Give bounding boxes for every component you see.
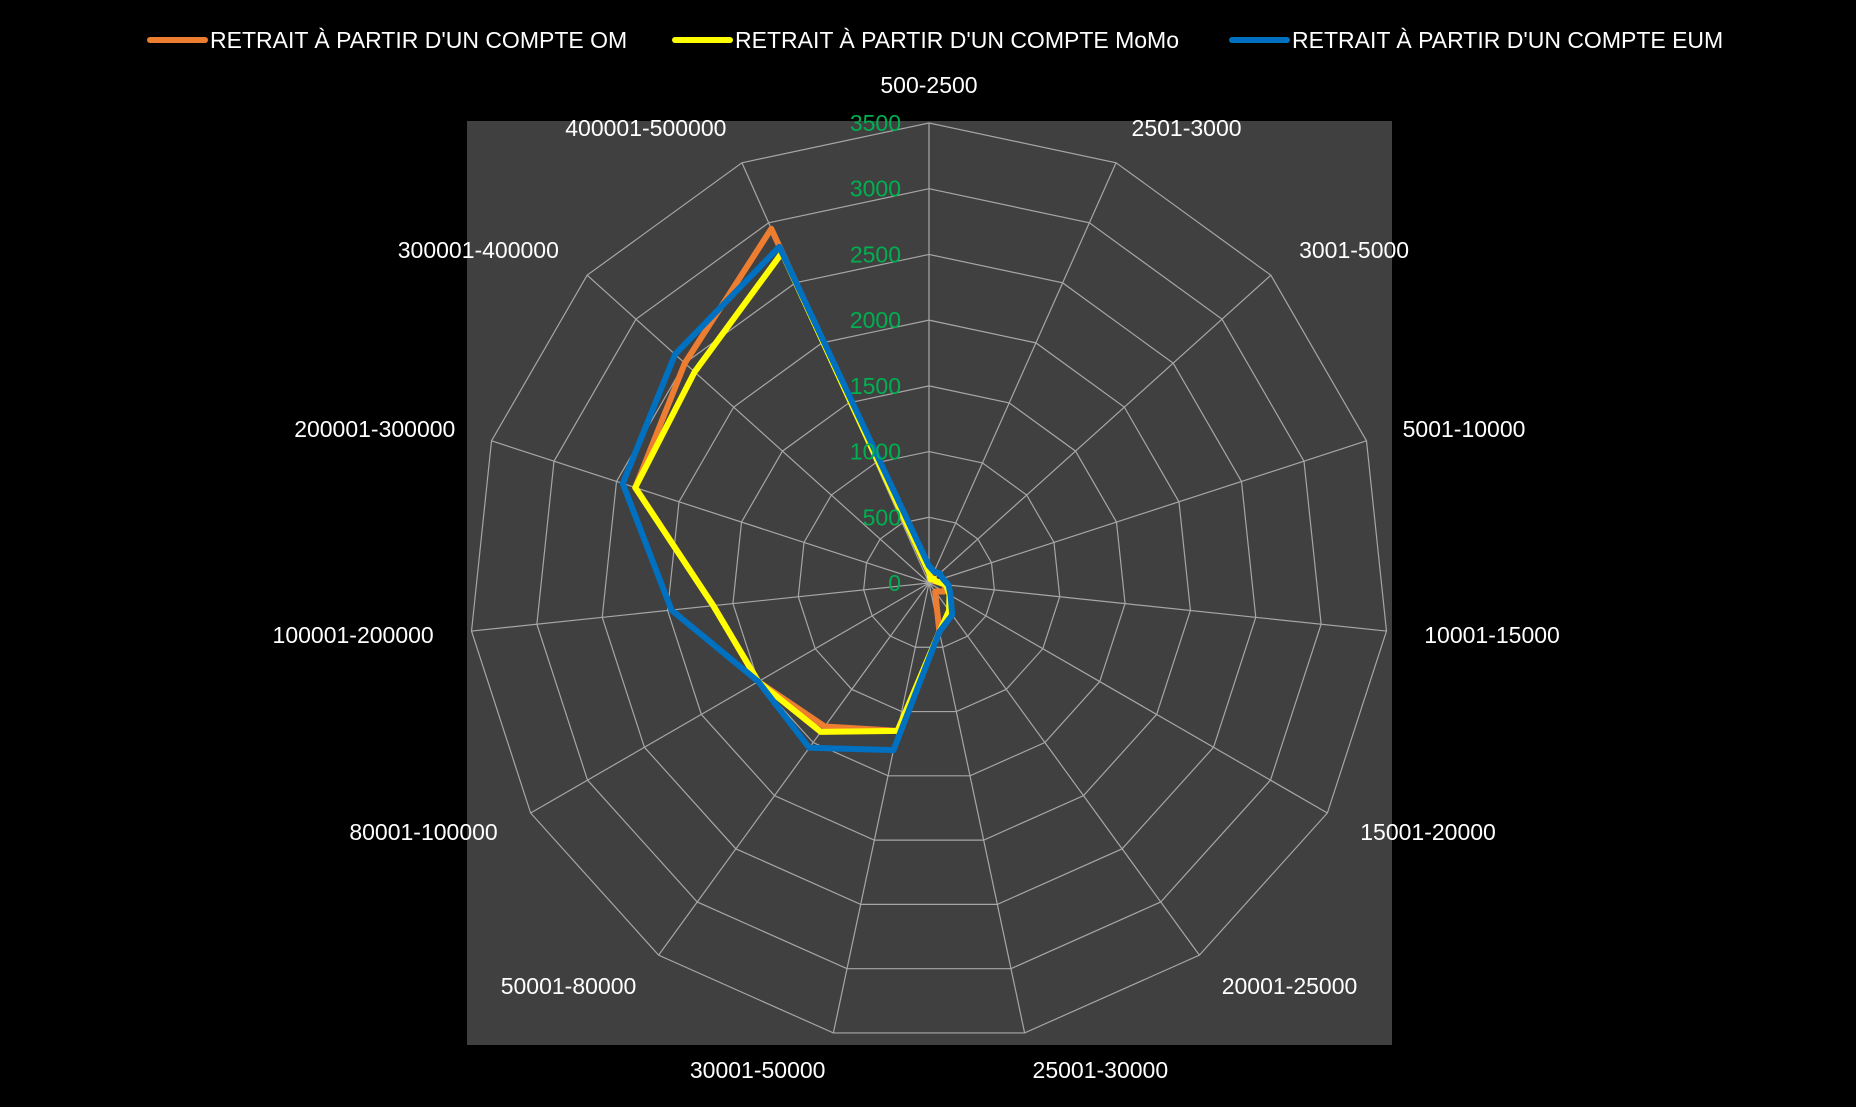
grid-layer bbox=[470, 122, 1388, 1034]
series-2-point-6 bbox=[949, 612, 955, 618]
spoke-10 bbox=[530, 582, 930, 814]
spoke-1 bbox=[928, 162, 1117, 584]
series-2-point-7 bbox=[936, 629, 942, 635]
spoke-11 bbox=[471, 582, 930, 632]
category-label-2: 3001-5000 bbox=[1299, 237, 1409, 263]
series-1-point-12 bbox=[632, 485, 638, 491]
radial-tick-label-1500: 1500 bbox=[850, 373, 901, 399]
radial-tick-label-500: 500 bbox=[863, 504, 901, 530]
grid-ring-3500 bbox=[470, 122, 1388, 1034]
category-label-8: 30001-50000 bbox=[690, 1057, 826, 1083]
category-label-12: 200001-300000 bbox=[294, 416, 455, 442]
grid-ring-3000 bbox=[536, 188, 1322, 970]
spoke-6 bbox=[928, 582, 1200, 956]
spoke-3 bbox=[928, 440, 1367, 584]
series-2-point-1 bbox=[931, 569, 937, 575]
series-2-point-9 bbox=[806, 745, 812, 751]
grid-ring-1000 bbox=[797, 450, 1061, 713]
series-2-point-4 bbox=[946, 582, 952, 588]
series-2-point-11 bbox=[669, 607, 675, 613]
category-label-11: 100001-200000 bbox=[273, 622, 434, 648]
series-0-point-13 bbox=[682, 360, 688, 366]
category-label-10: 80001-100000 bbox=[349, 819, 497, 845]
series-2-point-12 bbox=[620, 480, 626, 486]
category-label-3: 5001-10000 bbox=[1403, 416, 1526, 442]
legend: RETRAIT À PARTIR D'UN COMPTE OM RETRAIT À… bbox=[147, 27, 1723, 53]
grid-ring-500 bbox=[863, 516, 995, 648]
series-layer bbox=[619, 225, 956, 754]
spoke-4 bbox=[928, 582, 1387, 632]
tick-layer: 0 500 1000 1500 2000 2500 3000 3500 bbox=[850, 110, 901, 596]
series-2-point-13 bbox=[672, 351, 678, 357]
series-2-point-5 bbox=[948, 592, 954, 598]
radial-tick-label-3000: 3000 bbox=[850, 176, 901, 202]
spoke-9 bbox=[658, 582, 930, 956]
radial-tick-label-2000: 2000 bbox=[850, 307, 901, 333]
grid-ring-2000 bbox=[666, 319, 1192, 841]
category-label-1: 2501-3000 bbox=[1132, 115, 1242, 141]
series-1-point-9 bbox=[818, 729, 824, 735]
series-0-point-14 bbox=[768, 226, 774, 232]
category-label-14: 400001-500000 bbox=[565, 115, 726, 141]
series-2-point-3 bbox=[940, 576, 946, 582]
series-2-point-0 bbox=[926, 563, 932, 569]
series-2-point-2 bbox=[937, 570, 943, 576]
category-label-6: 20001-25000 bbox=[1222, 973, 1358, 999]
series-0-point-6 bbox=[932, 589, 938, 595]
series-2-point-8 bbox=[890, 747, 896, 753]
category-label-7: 25001-30000 bbox=[1033, 1057, 1169, 1083]
category-label-9: 50001-80000 bbox=[501, 973, 637, 999]
radial-tick-label-1000: 1000 bbox=[850, 439, 901, 465]
series-2-point-10 bbox=[755, 679, 761, 685]
series-1-point-13 bbox=[692, 369, 698, 375]
legend-label-0: RETRAIT À PARTIR D'UN COMPTE OM bbox=[210, 27, 627, 53]
radial-tick-label-2500: 2500 bbox=[850, 241, 901, 267]
spoke-8 bbox=[832, 582, 930, 1034]
series-1-point-11 bbox=[710, 603, 716, 609]
radial-tick-label-0: 0 bbox=[888, 570, 901, 596]
radial-tick-label-3500: 3500 bbox=[850, 110, 901, 136]
spoke-5 bbox=[928, 582, 1328, 814]
category-layer: 500-2500 2501-3000 3001-5000 5001-10000 1000… bbox=[273, 72, 1560, 1083]
category-label-5: 15001-20000 bbox=[1360, 819, 1496, 845]
category-label-13: 300001-400000 bbox=[398, 237, 559, 263]
spoke-12 bbox=[491, 440, 930, 584]
category-label-0: 500-2500 bbox=[880, 72, 977, 98]
series-1-point-3 bbox=[932, 578, 938, 584]
legend-label-1: RETRAIT À PARTIR D'UN COMPTE MoMo bbox=[735, 27, 1179, 53]
grid-ring-1500 bbox=[732, 385, 1126, 777]
series-0-point-9 bbox=[822, 724, 828, 730]
legend-label-2: RETRAIT À PARTIR D'UN COMPTE EUM bbox=[1292, 27, 1723, 53]
spoke-7 bbox=[928, 582, 1026, 1034]
spoke-2 bbox=[928, 274, 1272, 584]
spoke-13 bbox=[586, 274, 930, 584]
series-line-2 bbox=[619, 243, 956, 754]
category-label-4: 10001-15000 bbox=[1424, 622, 1560, 648]
series-2-point-14 bbox=[776, 244, 782, 250]
